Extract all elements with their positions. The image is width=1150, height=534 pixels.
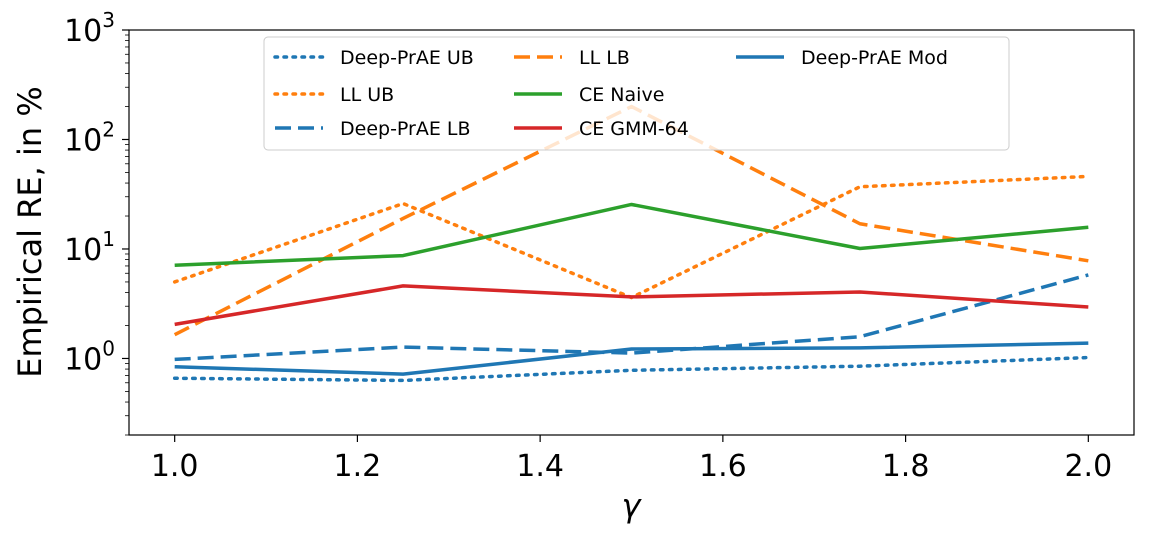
series-line-ce-gmm-64 <box>174 284 1089 327</box>
y-tick-label: 102 <box>64 117 115 158</box>
y-tick-label: 103 <box>64 8 115 49</box>
x-tick-label: 1.8 <box>882 449 930 484</box>
x-tick-label: 1.2 <box>334 449 382 484</box>
x-tick-label: 1.6 <box>699 449 747 484</box>
x-tick-label: 2.0 <box>1064 449 1112 484</box>
legend-label: CE GMM-64 <box>579 118 689 140</box>
legend-label: LL LB <box>579 47 630 69</box>
legend-label: Deep-PrAE UB <box>340 47 474 69</box>
y-tick-label: 101 <box>64 227 115 268</box>
axis-ticks: 1.0 1.2 1.4 1.6 1.8 2.0 100 101 102 103 <box>64 8 1112 484</box>
y-axis-label: Empirical RE, in % <box>11 86 49 377</box>
y-tick-label: 100 <box>64 336 115 377</box>
legend-frame <box>263 36 1010 151</box>
x-tick-label: 1.4 <box>516 449 564 484</box>
series-line-ce-naive <box>174 202 1089 268</box>
plot-frame <box>128 29 1135 436</box>
series-line-deep-prae-ub <box>172 355 1091 383</box>
legend-label: Deep-PrAE Mod <box>801 47 948 69</box>
series-line-deep-prae-mod <box>174 341 1089 376</box>
legend: Deep-PrAE UB LL UB Deep-PrAE LB LL LB CE Nai… <box>263 36 1010 151</box>
legend-label: Deep-PrAE LB <box>340 118 471 140</box>
legend-label: CE Naive <box>579 84 664 106</box>
x-tick-label: 1.0 <box>151 449 199 484</box>
x-axis-label: γ <box>622 487 643 525</box>
legend-label: LL UB <box>340 84 394 106</box>
series-line-deep-prae-lb <box>174 273 1089 362</box>
